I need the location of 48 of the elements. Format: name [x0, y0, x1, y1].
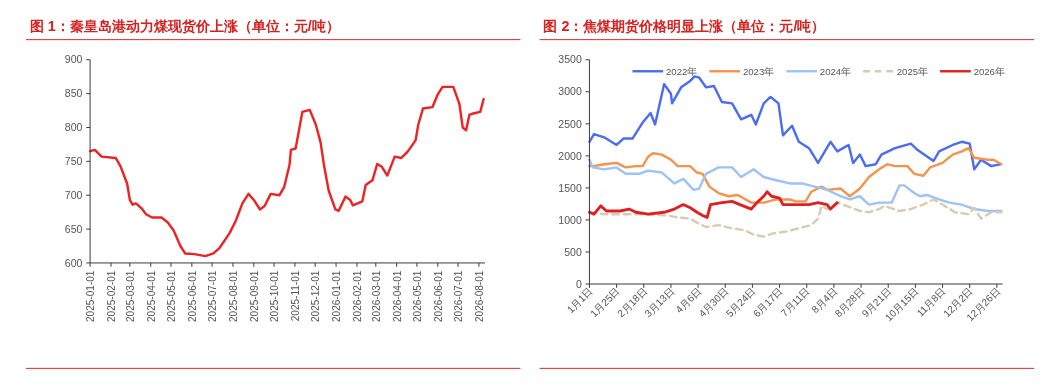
- y-tick-label: 800: [64, 121, 83, 134]
- line-series: [588, 75, 1002, 171]
- x-tick-label: 2025-05-01: [165, 270, 177, 323]
- legend-label: 2025年: [896, 65, 929, 77]
- x-tick-label: 2025-11-01: [289, 270, 301, 322]
- legend-label: 2023年: [742, 65, 775, 77]
- legend-label: 2024年: [819, 65, 852, 77]
- x-tick-label: 2025-04-01: [145, 270, 157, 323]
- x-tick-label: 2025-06-01: [186, 270, 198, 323]
- x-tick-label: 2026-05-01: [411, 270, 423, 323]
- x-tick-label: 2026-02-01: [351, 270, 363, 323]
- x-tick-label: 2025-02-01: [105, 270, 117, 323]
- y-tick-label: 600: [64, 256, 83, 269]
- y-tick-label: 700: [64, 188, 83, 201]
- y-tick-label: 850: [64, 87, 83, 100]
- line-series: [88, 85, 485, 258]
- chart-title: 图 1：秦皇岛港动力煤现货价上涨（单位：元/吨）: [29, 18, 340, 34]
- x-tick-label: 2025-03-01: [124, 270, 136, 323]
- x-tick-label: 2026-04-01: [391, 270, 403, 323]
- y-tick-label: 750: [64, 155, 83, 168]
- y-tick-label: 3500: [558, 53, 582, 66]
- x-tick-label: 2026-07-01: [452, 270, 464, 323]
- y-tick-label: 2000: [558, 149, 582, 162]
- y-tick-label: 500: [564, 245, 582, 258]
- y-tick-label: 900: [64, 53, 83, 66]
- line-series: [588, 198, 1003, 238]
- x-tick-label: 2026-03-01: [370, 270, 382, 323]
- x-tick-label: 2025-12-01: [310, 270, 321, 323]
- y-tick-label: 0: [575, 277, 582, 290]
- line-series: [588, 158, 1003, 213]
- y-tick-label: 1000: [558, 213, 582, 226]
- x-tick-label: 2026-01-01: [330, 270, 342, 323]
- y-tick-label: 2500: [558, 117, 582, 130]
- legend-label: 2026年: [973, 65, 1005, 77]
- y-tick-label: 3000: [558, 85, 582, 98]
- x-tick-label: 2026-06-01: [432, 270, 444, 323]
- chart-title: 图 2：焦煤期货价格明显上涨（单位：元/吨）: [543, 18, 826, 34]
- x-tick-label: 2025-10-01: [268, 270, 280, 323]
- y-tick-label: 650: [64, 222, 83, 235]
- x-tick-label: 2025-01-01: [84, 270, 96, 323]
- x-tick-label: 2025-08-01: [227, 270, 239, 323]
- line-series: [588, 190, 839, 219]
- y-tick-label: 1500: [558, 181, 582, 194]
- line-series: [588, 146, 1003, 204]
- legend-label: 2022年: [666, 65, 698, 77]
- x-tick-label: 2025-07-01: [206, 270, 218, 323]
- x-tick-label: 2025-09-01: [248, 270, 260, 323]
- x-tick-label: 2026-08-01: [473, 270, 485, 323]
